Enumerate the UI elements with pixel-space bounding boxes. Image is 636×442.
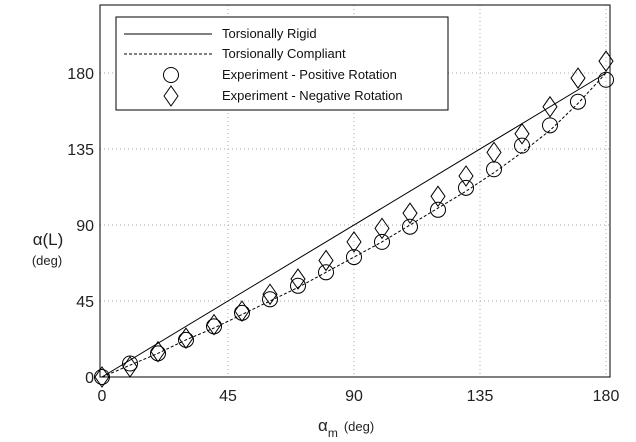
x-axis-label-subscript: m (328, 426, 338, 440)
data-point-negative (234, 300, 250, 323)
y-tick-label: 135 (67, 142, 94, 159)
data-point-negative (486, 141, 502, 164)
legend-label-negative: Experiment - Negative Rotation (222, 88, 403, 103)
data-point-positive (402, 218, 418, 235)
data-point-positive (570, 93, 586, 110)
y-tick-label: 0 (85, 370, 94, 387)
series-line-rigid (101, 72, 607, 378)
data-point-negative (598, 50, 614, 73)
data-point-positive (374, 233, 390, 250)
y-tick-label: 180 (67, 66, 94, 83)
x-axis-label: αm (deg) (318, 416, 374, 440)
data-point-negative (290, 268, 306, 290)
data-point-negative (514, 122, 530, 145)
data-point-negative (542, 95, 558, 118)
series-lines (101, 72, 607, 378)
data-point-positive (430, 201, 446, 218)
data-point-positive (514, 137, 530, 154)
data-point-negative (122, 355, 138, 378)
y-tick-label: 90 (76, 218, 94, 235)
data-point-positive (458, 179, 474, 196)
x-tick-label: 180 (593, 388, 620, 405)
x-tick-label: 0 (98, 388, 107, 405)
y-axis-label-unit: (deg) (32, 253, 62, 268)
data-point-negative (570, 67, 586, 89)
series-markers (94, 50, 614, 388)
x-axis-label-unit: (deg) (344, 419, 374, 434)
data-point-negative (402, 202, 418, 225)
data-point-positive (542, 117, 558, 134)
y-axis-label-main: α(L) (33, 230, 64, 249)
x-tick-label: 45 (219, 388, 237, 405)
data-point-negative (178, 327, 194, 350)
data-point-negative (94, 366, 110, 388)
data-point-positive (122, 355, 138, 372)
data-point-positive (318, 264, 334, 281)
data-point-positive (598, 71, 614, 88)
legend-label-positive: Experiment - Positive Rotation (222, 67, 397, 82)
data-point-positive (486, 161, 502, 178)
data-point-negative (458, 165, 474, 187)
y-axis-label: α(L) (33, 230, 64, 249)
series-line-compliant (101, 72, 607, 378)
legend: Torsionally Rigid Torsionally Compliant … (115, 16, 449, 111)
data-point-negative (206, 313, 222, 336)
y-tick-label: 45 (76, 294, 94, 311)
y-axis-ticks: 0 45 90 135 180 (67, 66, 94, 387)
data-point-negative (262, 283, 278, 306)
data-point-positive (290, 277, 306, 294)
legend-marker-circle (163, 67, 179, 83)
data-point-negative (374, 217, 390, 240)
plot-area-frame (99, 4, 611, 378)
legend-label-compliant: Torsionally Compliant (222, 46, 346, 61)
data-point-positive (262, 291, 278, 308)
legend-marker-diamond (163, 85, 179, 107)
x-tick-label: 90 (345, 388, 363, 405)
x-axis-ticks: 0 45 90 135 180 (98, 388, 620, 405)
x-tick-label: 135 (467, 388, 494, 405)
data-point-negative (346, 231, 362, 253)
data-point-negative (318, 249, 334, 272)
data-point-negative (430, 185, 446, 208)
data-point-positive (346, 249, 362, 266)
legend-label-rigid: Torsionally Rigid (222, 26, 317, 41)
x-axis-label-symbol: α (318, 416, 328, 435)
data-point-negative (150, 340, 166, 363)
